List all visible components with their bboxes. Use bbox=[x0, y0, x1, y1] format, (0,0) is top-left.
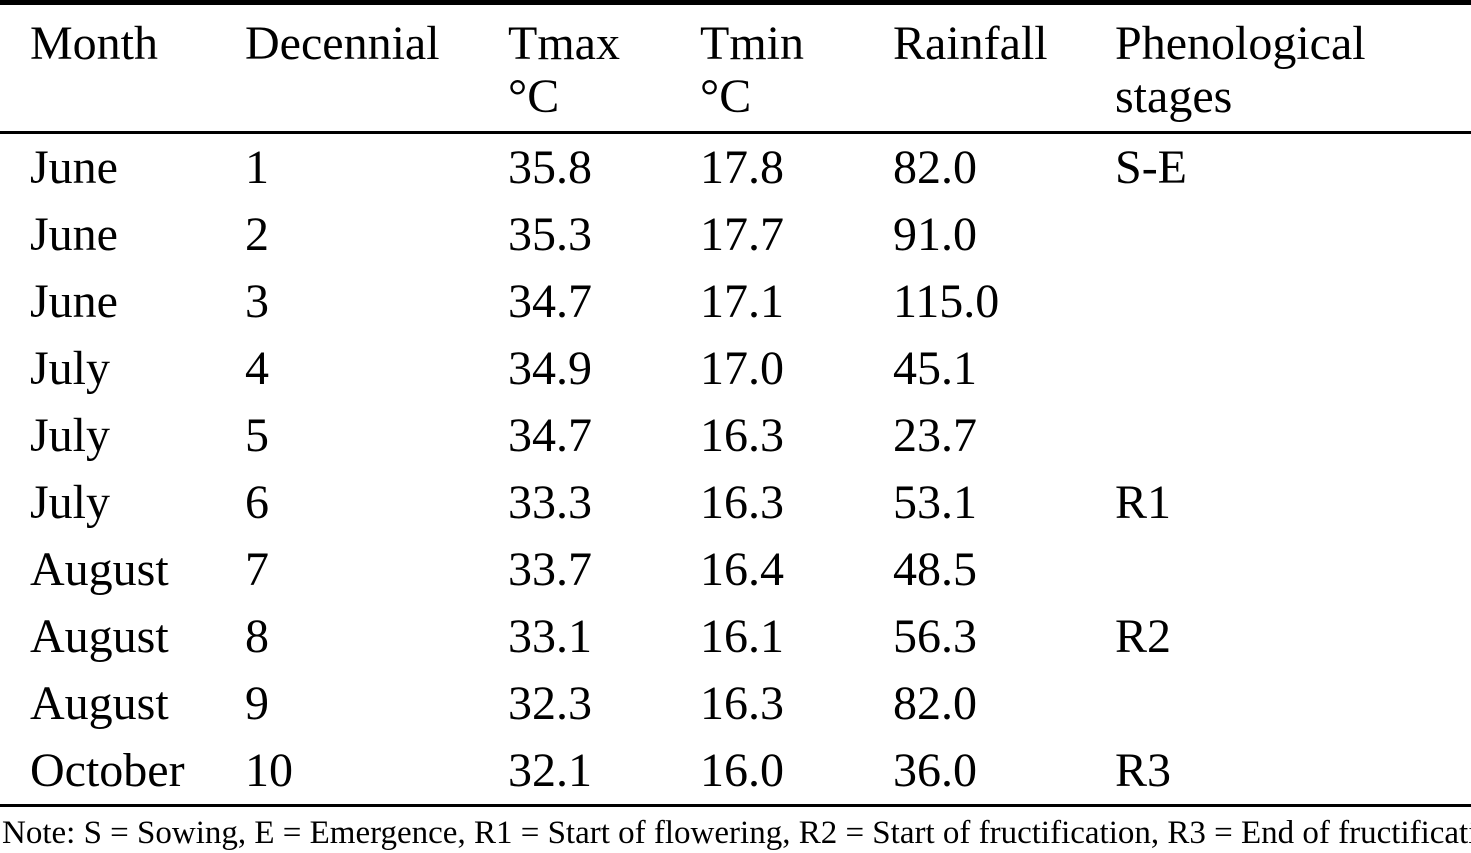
table-cell: June bbox=[30, 274, 118, 328]
table-cell: 32.1 bbox=[508, 743, 592, 797]
table-cell: 9 bbox=[245, 676, 269, 730]
column-header-sublabel: °C bbox=[508, 70, 560, 123]
table-cell: 16.3 bbox=[700, 408, 784, 462]
table-cell: 91.0 bbox=[893, 207, 977, 261]
table-cell: 16.3 bbox=[700, 676, 784, 730]
column-header-phenological: Phenological stages bbox=[1115, 3, 1471, 133]
table-body: June 1 35.8 17.8 82.0 S-E June 2 35.3 17.7 91.0 Jun… bbox=[0, 133, 1471, 806]
table-cell: August bbox=[30, 609, 169, 663]
table-cell: 32.3 bbox=[508, 676, 592, 730]
table-header: Month Decennial Tmax °C Tmin °C Rainfall Phenol… bbox=[0, 3, 1471, 133]
table-cell: 17.1 bbox=[700, 274, 784, 328]
table-cell bbox=[1115, 670, 1471, 737]
table-cell: 33.7 bbox=[508, 542, 592, 596]
table-cell: June bbox=[30, 140, 118, 194]
column-header-label: Decennial bbox=[245, 17, 440, 70]
table-cell: 35.8 bbox=[508, 140, 592, 194]
table-cell: July bbox=[30, 341, 111, 395]
table-cell bbox=[1115, 201, 1471, 268]
column-header-label: Tmin bbox=[700, 17, 804, 70]
table-cell bbox=[1115, 536, 1471, 603]
column-header-tmax: Tmax °C bbox=[508, 3, 700, 133]
table-cell: 53.1 bbox=[893, 475, 977, 529]
table-cell: 2 bbox=[245, 207, 269, 261]
table-cell: 33.1 bbox=[508, 609, 592, 663]
table-row: August 7 33.7 16.4 48.5 bbox=[0, 536, 1471, 603]
column-header-label: Phenological bbox=[1115, 17, 1366, 70]
table-cell: 16.0 bbox=[700, 743, 784, 797]
table-cell: 16.3 bbox=[700, 475, 784, 529]
table-cell: 7 bbox=[245, 542, 269, 596]
table-cell: 5 bbox=[245, 408, 269, 462]
table-row: June 1 35.8 17.8 82.0 S-E bbox=[0, 133, 1471, 202]
table-cell bbox=[1115, 402, 1471, 469]
column-header-month: Month bbox=[0, 3, 245, 133]
table-cell: 3 bbox=[245, 274, 269, 328]
climate-phenology-table: Month Decennial Tmax °C Tmin °C Rainfall Phenol… bbox=[0, 0, 1471, 807]
table-cell: S-E bbox=[1115, 140, 1187, 194]
table-cell: R1 bbox=[1115, 475, 1172, 529]
table-cell: August bbox=[30, 542, 169, 596]
table-row: July 4 34.9 17.0 45.1 bbox=[0, 335, 1471, 402]
table-note: Note: S = Sowing, E = Emergence, R1 = St… bbox=[2, 815, 1471, 851]
table-cell: 35.3 bbox=[508, 207, 592, 261]
table-cell: 10 bbox=[245, 743, 293, 797]
column-header-label: Tmax bbox=[508, 17, 620, 70]
table-cell: R3 bbox=[1115, 743, 1172, 797]
table-row: August 9 32.3 16.3 82.0 bbox=[0, 670, 1471, 737]
table-cell: 6 bbox=[245, 475, 269, 529]
table-cell: 82.0 bbox=[893, 676, 977, 730]
table-cell: 17.0 bbox=[700, 341, 784, 395]
table-cell: July bbox=[30, 475, 111, 529]
table-row: August 8 33.1 16.1 56.3 R2 bbox=[0, 603, 1471, 670]
table-cell: 16.1 bbox=[700, 609, 784, 663]
column-header-sublabel: stages bbox=[1115, 70, 1233, 123]
table-cell: 17.7 bbox=[700, 207, 784, 261]
column-header-tmin: Tmin °C bbox=[700, 3, 893, 133]
table-row: June 3 34.7 17.1 115.0 bbox=[0, 268, 1471, 335]
column-header-rainfall: Rainfall bbox=[893, 3, 1115, 133]
table-cell: 33.3 bbox=[508, 475, 592, 529]
table-cell: 45.1 bbox=[893, 341, 977, 395]
table-cell: 16.4 bbox=[700, 542, 784, 596]
table-cell: 48.5 bbox=[893, 542, 977, 596]
table-cell: R2 bbox=[1115, 609, 1172, 663]
table-cell: 36.0 bbox=[893, 743, 977, 797]
column-header-decennial: Decennial bbox=[245, 3, 508, 133]
table-header-row: Month Decennial Tmax °C Tmin °C Rainfall Phenol… bbox=[0, 3, 1471, 133]
table-cell: June bbox=[30, 207, 118, 261]
column-header-label: Rainfall bbox=[893, 17, 1048, 70]
table-cell: 8 bbox=[245, 609, 269, 663]
table-cell: 23.7 bbox=[893, 408, 977, 462]
table-row: July 6 33.3 16.3 53.1 R1 bbox=[0, 469, 1471, 536]
table-cell bbox=[1115, 335, 1471, 402]
table-cell: August bbox=[30, 676, 169, 730]
column-header-label: Month bbox=[30, 17, 159, 70]
table-cell: 17.8 bbox=[700, 140, 784, 194]
table-cell bbox=[1115, 268, 1471, 335]
table-cell: October bbox=[30, 743, 185, 797]
table-row: June 2 35.3 17.7 91.0 bbox=[0, 201, 1471, 268]
table-cell: July bbox=[30, 408, 111, 462]
table-cell: 82.0 bbox=[893, 140, 977, 194]
table-cell: 34.7 bbox=[508, 408, 592, 462]
table-row: October 10 32.1 16.0 36.0 R3 bbox=[0, 737, 1471, 806]
table-row: July 5 34.7 16.3 23.7 bbox=[0, 402, 1471, 469]
column-header-sublabel: °C bbox=[700, 70, 752, 123]
table-cell: 1 bbox=[245, 140, 269, 194]
table-cell: 34.7 bbox=[508, 274, 592, 328]
table-cell: 115.0 bbox=[893, 274, 1000, 328]
table-cell: 34.9 bbox=[508, 341, 592, 395]
table-cell: 4 bbox=[245, 341, 269, 395]
table-cell: 56.3 bbox=[893, 609, 977, 663]
